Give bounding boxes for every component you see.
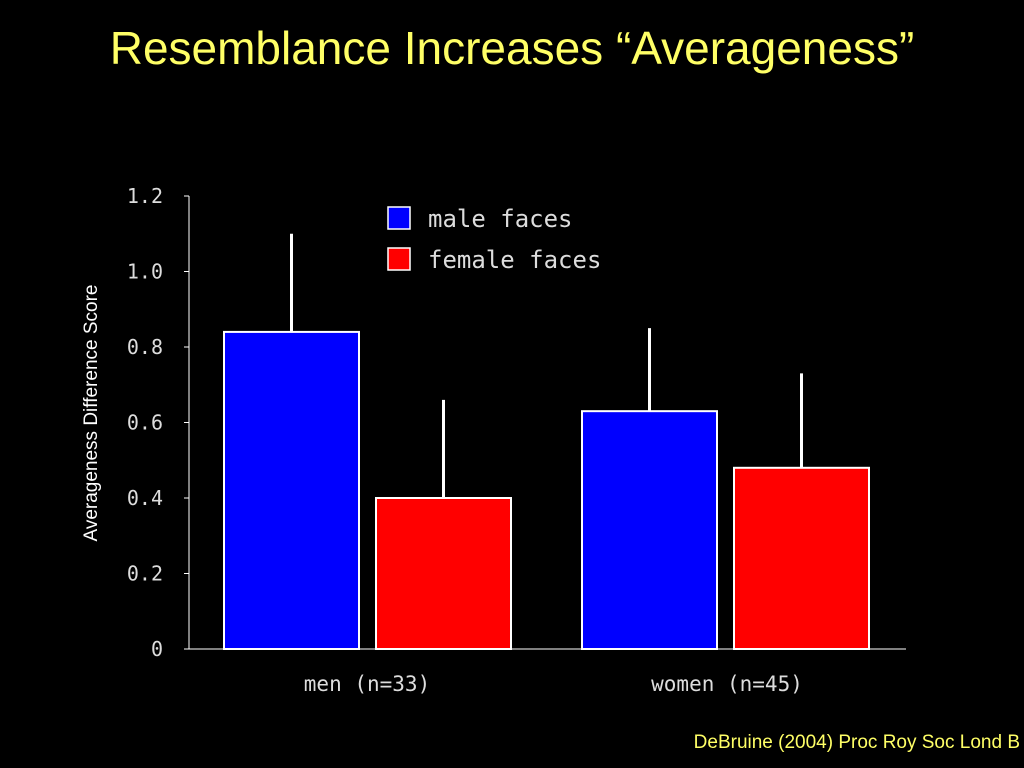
category-label: men (n=33) bbox=[304, 672, 430, 696]
legend-label: male faces bbox=[428, 205, 573, 233]
y-tick-label: 0.2 bbox=[127, 562, 163, 586]
legend-swatch-male bbox=[387, 206, 411, 230]
bar-male-0 bbox=[223, 330, 360, 650]
bars bbox=[223, 233, 870, 650]
y-tick-label: 0 bbox=[151, 637, 163, 661]
y-tick-label: 0.4 bbox=[127, 486, 163, 510]
legend-swatch-female bbox=[387, 247, 411, 271]
bar-female-1 bbox=[733, 466, 870, 650]
y-tick-label: 1.2 bbox=[127, 184, 163, 208]
bar-female-0 bbox=[375, 497, 512, 650]
y-ticks: 0 0.2 0.4 0.6 0.8 1.0 1.2 bbox=[127, 184, 189, 661]
category-labels: men (n=33) women (n=45) bbox=[304, 672, 803, 696]
citation: DeBruine (2004) Proc Roy Soc Lond B bbox=[693, 732, 1020, 753]
y-tick-label: 0.8 bbox=[127, 335, 163, 359]
y-axis: 0 0.2 0.4 0.6 0.8 1.0 1.2 Averageness Differen… bbox=[81, 184, 190, 661]
legend-label: female faces bbox=[428, 246, 601, 274]
y-tick-label: 1.0 bbox=[127, 260, 163, 284]
slide-title: Resemblance Increases “Averageness” bbox=[109, 22, 915, 74]
bar-male-1 bbox=[581, 410, 718, 650]
legend: male faces female faces bbox=[387, 205, 601, 274]
y-axis-title: Averageness Difference Score bbox=[81, 284, 102, 541]
y-tick-label: 0.6 bbox=[127, 411, 163, 435]
category-label: women (n=45) bbox=[651, 672, 803, 696]
